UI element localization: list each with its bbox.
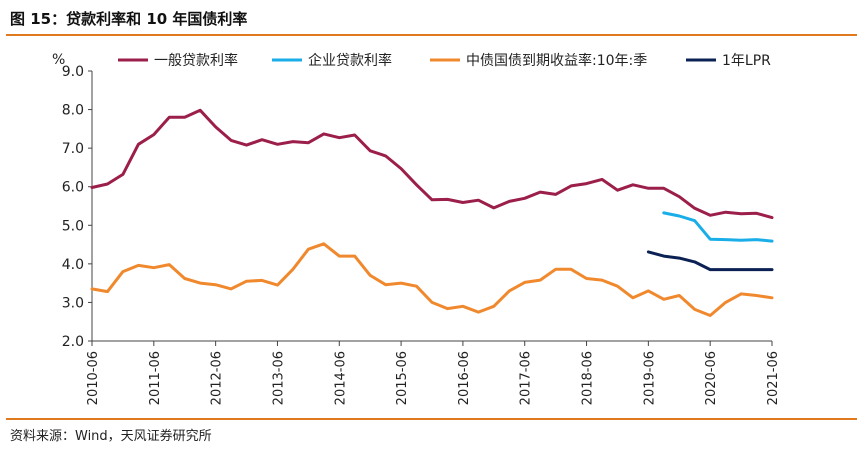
x-tick-label: 2018-06 [581, 351, 596, 405]
x-tick-label: 2014-06 [333, 351, 348, 405]
y-axis-unit: % [52, 52, 65, 68]
y-tick-label: 6.0 [62, 180, 84, 196]
series-lines [90, 108, 774, 317]
legend-label-2: 企业贷款利率 [308, 52, 392, 69]
x-tick-label: 2015-06 [395, 351, 410, 405]
y-tick-label: 7.0 [62, 141, 84, 157]
y-tick-labels: 2.0 3.0 4.0 5.0 6.0 7.0 8.0 9.0% [52, 52, 84, 350]
x-tick-labels: 2010-06 2011-06 2012-06 2013-06 2014-06 2015-… [86, 351, 781, 405]
y-tick-label: 8.0 [62, 103, 84, 119]
line-chart: 2.0 3.0 4.0 5.0 6.0 7.0 8.0 9.0% 2010-06 2011-06… [52, 52, 781, 405]
x-tick-label: 2013-06 [271, 351, 286, 405]
x-tick-label: 2010-06 [86, 351, 101, 405]
y-tick-label: 5.0 [62, 218, 84, 234]
x-tick-label: 2021-06 [766, 351, 781, 405]
legend-label-1: 一般贷款利率 [154, 52, 238, 69]
title-divider [6, 34, 857, 36]
x-tick-label: 2016-06 [457, 351, 472, 405]
x-tick-label: 2019-06 [642, 351, 657, 405]
figure-title: 图 15：贷款利率和 10 年国债利率 [10, 10, 248, 28]
y-tick-label: 4.0 [62, 257, 84, 273]
series-line-2 [662, 211, 774, 243]
y-tick-label: 9.0 [62, 64, 84, 80]
legend: 一般贷款利率 企业贷款利率 中债国债到期收益率:10年:季 1年LPR [118, 52, 771, 69]
y-tick-label: 3.0 [62, 295, 84, 311]
x-tick-label: 2012-06 [210, 351, 225, 405]
y-tick-label: 2.0 [62, 334, 84, 350]
x-tick-label: 2020-06 [704, 351, 719, 405]
source-divider [6, 418, 857, 420]
chart-axes [88, 70, 773, 346]
series-line-4 [646, 250, 774, 272]
legend-label-3: 中债国债到期收益率:10年:季 [466, 52, 647, 69]
series-line-3 [90, 242, 774, 317]
source-note: 资料来源：Wind，天风证券研究所 [10, 429, 212, 444]
x-tick-label: 2017-06 [519, 351, 534, 405]
x-tick-label: 2011-06 [148, 351, 163, 405]
series-line-1 [90, 108, 774, 220]
legend-label-4: 1年LPR [722, 53, 771, 69]
